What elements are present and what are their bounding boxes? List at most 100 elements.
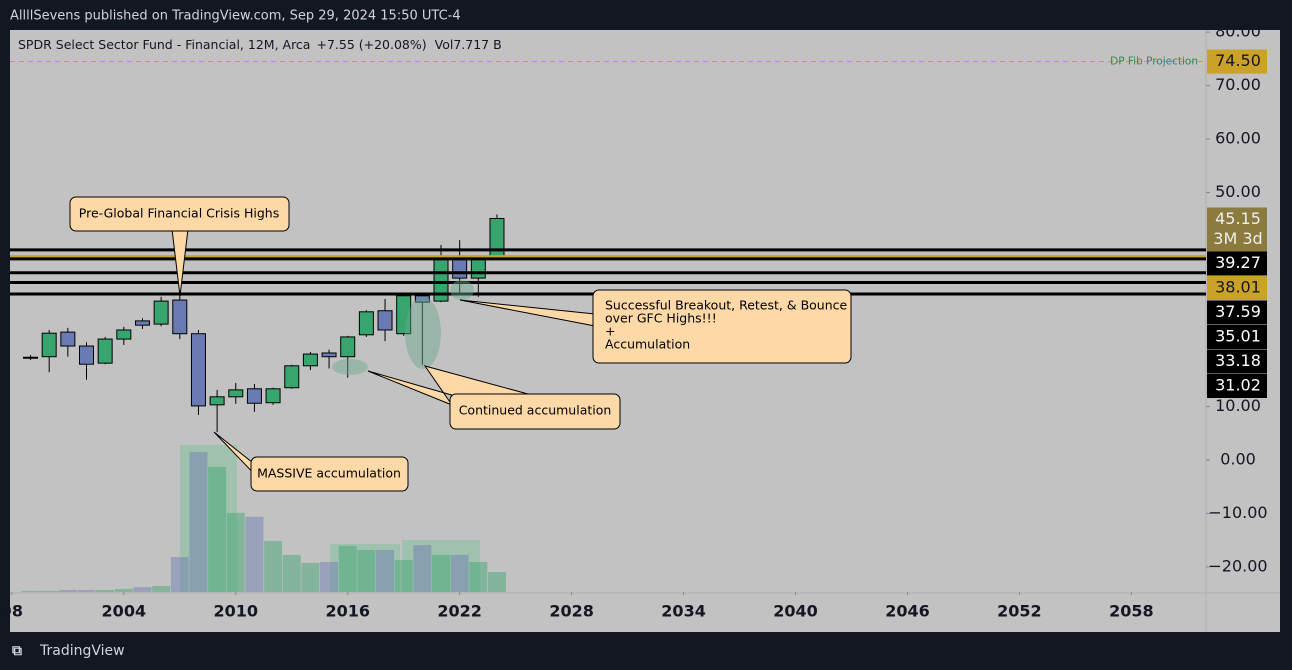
volume-bar xyxy=(264,540,283,592)
volume-bar xyxy=(376,550,395,592)
volume-bar xyxy=(96,589,115,592)
volume-bar xyxy=(114,588,133,592)
change: +7.55 (+20.08%) xyxy=(316,37,426,52)
highlight xyxy=(402,540,480,592)
volume-bar xyxy=(338,545,357,592)
candle-body xyxy=(209,396,225,406)
volume-bar xyxy=(58,589,77,592)
candle-body xyxy=(153,300,169,325)
volume-bar xyxy=(40,590,59,592)
volume-bar xyxy=(282,554,301,592)
candle-body xyxy=(284,365,300,389)
volume-bar xyxy=(77,589,96,592)
candle-body xyxy=(396,295,412,335)
volume-bar xyxy=(320,561,339,592)
volume-bar xyxy=(432,554,451,592)
x-tick-label: 2022 xyxy=(437,602,482,621)
y-tick-label: 80.00 xyxy=(1215,22,1261,41)
candle-body xyxy=(340,336,356,358)
projection-price: 74.50 xyxy=(1215,51,1261,70)
annotation: Accumulation xyxy=(605,337,690,352)
highlight-ellipse xyxy=(405,297,441,369)
candle-body xyxy=(377,310,393,331)
y-tick-label: 50.00 xyxy=(1215,182,1261,201)
symbol: SPDR Select Sector Fund - Financial, 12M… xyxy=(18,37,310,52)
x-tick-label: 2046 xyxy=(885,602,930,621)
candle-body xyxy=(97,338,113,364)
volume-bar xyxy=(469,561,488,592)
brand: TradingView xyxy=(39,643,125,659)
volume-bar xyxy=(152,586,171,592)
level-price: 37.59 xyxy=(1215,302,1261,321)
volume-bar xyxy=(301,562,320,592)
y-tick-label: 70.00 xyxy=(1215,75,1261,94)
level-price: 31.02 xyxy=(1215,375,1261,394)
volume-bar xyxy=(21,590,40,592)
candle-body xyxy=(23,356,39,359)
volume-bar xyxy=(357,550,376,592)
level-price: 35.01 xyxy=(1215,326,1261,345)
candle-body xyxy=(321,352,337,358)
y-tick-label: −20.00 xyxy=(1208,556,1267,575)
logo: ⧉ xyxy=(12,643,22,659)
volume-bar xyxy=(245,516,264,592)
x-tick-label: 2034 xyxy=(661,602,706,621)
y-tick-label: 0.00 xyxy=(1220,449,1256,468)
level-price-box xyxy=(1207,349,1267,374)
volume-value: 7.717 B xyxy=(453,37,501,52)
candle-body xyxy=(41,332,57,358)
volume-bar xyxy=(450,554,469,592)
annotation: MASSIVE accumulation xyxy=(257,466,401,481)
annotation: Successful Breakout, Retest, & Bounce xyxy=(605,298,848,313)
volume-bar xyxy=(413,545,432,592)
callout-box xyxy=(69,196,290,232)
level-price-box xyxy=(1207,324,1267,349)
x-tick-label: 98 xyxy=(1,602,23,621)
candle-body xyxy=(60,331,76,347)
candle-body xyxy=(470,258,486,279)
annotation: Pre-Global Financial Crisis Highs xyxy=(79,206,279,221)
annotation: over GFC Highs!!! xyxy=(605,311,717,326)
volume-bar xyxy=(487,571,506,592)
x-tick-label: 2040 xyxy=(773,602,818,621)
candle-body xyxy=(116,329,132,340)
level-price-box xyxy=(1207,300,1267,325)
projection-price-box xyxy=(1207,49,1267,74)
candle-body xyxy=(246,388,262,404)
highlight xyxy=(180,445,237,592)
highlight xyxy=(330,544,400,592)
annotation: + xyxy=(605,324,615,339)
projection-label: DP Fib Projection xyxy=(1110,56,1198,68)
x-tick-label: 2004 xyxy=(102,602,147,621)
candle-body xyxy=(228,389,244,398)
highlight-ellipse xyxy=(450,280,474,300)
candle-body xyxy=(489,217,505,260)
volume-label: Vol xyxy=(435,37,454,52)
x-tick-label: 2058 xyxy=(1109,602,1154,621)
volume-bar xyxy=(226,512,245,592)
x-tick-label: 2052 xyxy=(997,602,1042,621)
candle-body xyxy=(414,295,430,303)
level-price-box xyxy=(1207,373,1267,398)
x-tick-label: 2016 xyxy=(325,602,370,621)
level-price: 38.01 xyxy=(1215,277,1261,296)
candle-body xyxy=(134,320,150,326)
countdown: 3M 3d xyxy=(1213,229,1262,248)
volume-bar xyxy=(189,452,208,592)
level-price-box xyxy=(1207,251,1267,276)
level-price-box xyxy=(1207,275,1267,300)
level-price: 39.27 xyxy=(1215,253,1261,272)
callout xyxy=(69,196,852,492)
volume-bar xyxy=(133,587,152,592)
level-price: 33.18 xyxy=(1215,351,1261,370)
callout-box xyxy=(250,456,409,492)
volume-bar xyxy=(208,467,227,592)
last-price-box xyxy=(1207,207,1267,252)
candle-body xyxy=(265,388,281,404)
candle-body xyxy=(302,353,318,367)
y-tick-label: 10.00 xyxy=(1215,396,1261,415)
x-tick-label: 2028 xyxy=(549,602,594,621)
candle-body xyxy=(172,299,188,335)
overlay: Pre-Global Financial Crisis Highs MASSIV… xyxy=(69,196,852,492)
